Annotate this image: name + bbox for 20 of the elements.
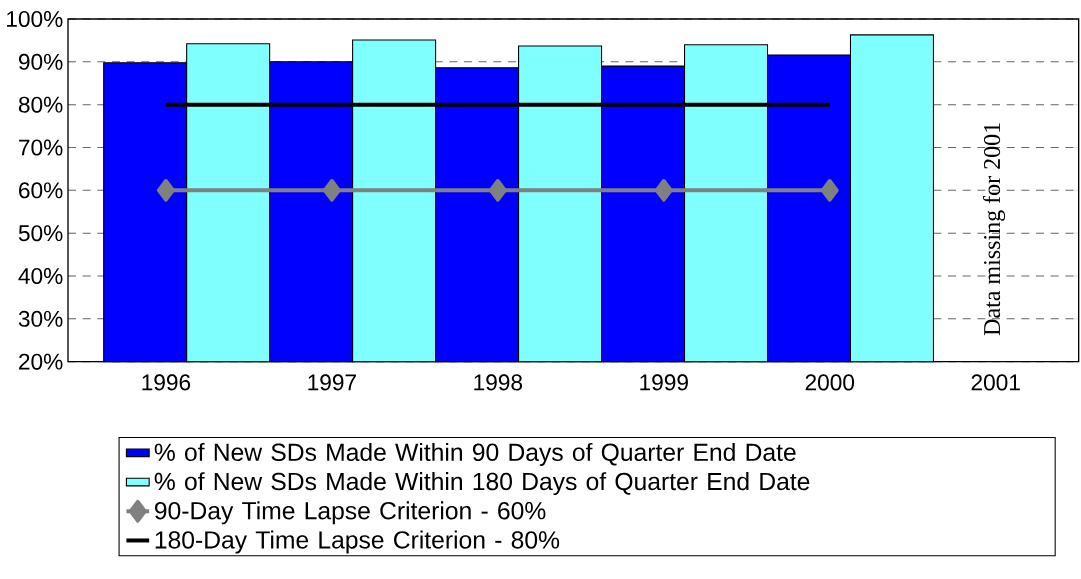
x-tick-label: 1999 (640, 374, 688, 391)
x-tick-label: 1996 (142, 374, 191, 391)
x-tick-label: 2001 (971, 374, 1020, 391)
y-tick-label: 30% (18, 310, 63, 327)
y-tick-label: 40% (18, 267, 63, 285)
legend-label: % of New SDs Made Within 90 Days of Quarter End Date (154, 442, 796, 466)
y-tick-label: 80% (18, 96, 63, 113)
y-tick-label: 70% (19, 139, 63, 156)
y-tick-label: 90% (18, 53, 63, 70)
legend-label: 90-Day Time Lapse Criterion - 60% (154, 501, 546, 525)
x-tick-label: 2000 (805, 374, 855, 391)
legend-label: % of New SDs Made Within 180 Days of Quarter End Date (154, 472, 810, 496)
x-tick-label: 1998 (474, 374, 523, 391)
annotation: Data missing for 2001 (983, 123, 1006, 336)
y-tick-label: 50% (18, 225, 63, 242)
y-tick-label: 20% (19, 353, 63, 370)
x-tick-label: 1997 (308, 374, 356, 391)
legend-label: 180-Day Time Lapse Criterion - 80% (155, 530, 560, 554)
y-tick-label: 100% (7, 10, 63, 28)
y-tick-label: 60% (19, 182, 63, 199)
